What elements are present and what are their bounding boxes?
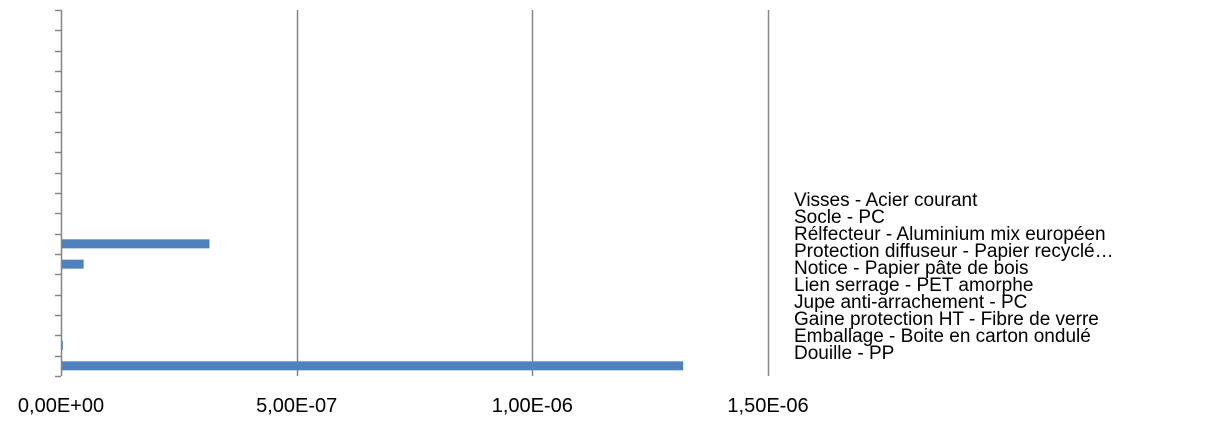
legend-entry: Emballage - Boite en carton ondulé [794, 326, 1091, 347]
legend-entry: Gaine protection HT - Fibre de verre [794, 309, 1099, 330]
bars [61, 239, 684, 371]
legend-entry: Protection diffuseur - Papier recyclé… [794, 241, 1114, 262]
y-axis [55, 9, 63, 378]
legend-entry: Lien serrage - PET amorphe [794, 275, 1033, 296]
legend-entry: Jupe anti-arrachement - PC [794, 292, 1027, 313]
x-tick-label: 1,50E-06 [727, 395, 808, 417]
x-tick-label: 1,00E-06 [492, 395, 573, 417]
legend-entry: Douille - PP [794, 343, 894, 364]
bar-0 [61, 361, 684, 371]
bar-6 [61, 239, 210, 249]
legend-entry: Notice - Papier pâte de bois [794, 258, 1028, 279]
bar-5 [61, 259, 84, 269]
x-tick-label: 5,00E-07 [256, 395, 337, 417]
gridlines [296, 10, 770, 376]
legend-entry: Visses - Acier courant [794, 190, 978, 211]
x-tick-labels: 0,00E+00 5,00E-07 1,00E-06 1,50E-06 [18, 395, 809, 417]
legend-entry: Socle - PC [794, 207, 885, 228]
legend-entry: Rélfecteur - Aluminium mix européen [794, 224, 1106, 245]
x-tick-label: 0,00E+00 [18, 395, 104, 417]
